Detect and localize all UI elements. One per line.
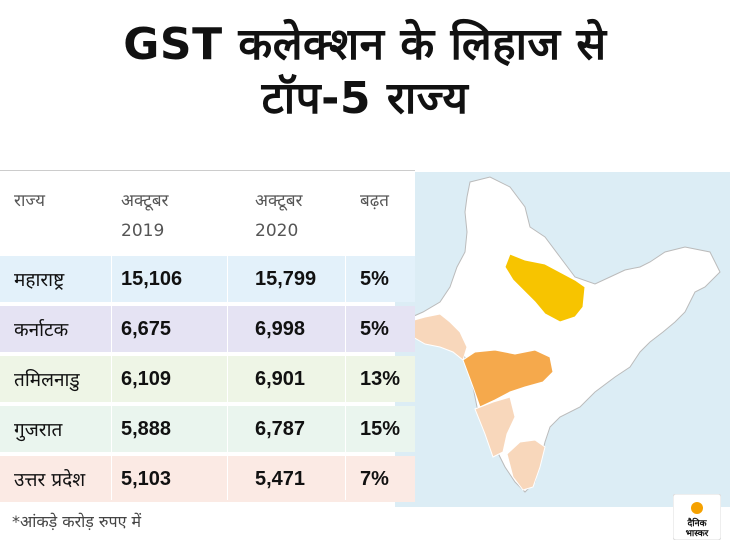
state-cell: उत्तर प्रदेश <box>14 469 86 491</box>
karnataka-region <box>474 396 516 458</box>
table-row: तमिलनाडु 6,109 6,901 13% <box>0 356 415 402</box>
growth-cell: 15% <box>360 417 401 440</box>
uttar-pradesh-region <box>504 253 586 323</box>
column-divider <box>345 172 346 500</box>
table-row: उत्तर प्रदेश 5,103 5,471 7% <box>0 456 415 502</box>
table-top-border <box>0 170 415 171</box>
logo-line-1: दैनिक <box>686 517 707 529</box>
header-growth: बढ़त <box>360 191 389 211</box>
page-title: GST कलेक्शन के लिहाज से टॉप-5 राज्य <box>0 18 730 126</box>
oct2020-cell: 15,799 <box>255 267 317 290</box>
logo-line-2: भास्कर <box>686 529 709 539</box>
oct2019-cell: 6,675 <box>121 317 172 340</box>
growth-cell: 7% <box>360 467 389 490</box>
dainik-bhaskar-logo: दैनिक भास्कर <box>672 493 722 541</box>
title-line-2: टॉप-5 राज्य <box>261 73 469 124</box>
header-state: राज्य <box>14 191 45 211</box>
oct2019-cell: 5,888 <box>121 417 172 440</box>
state-cell: गुजरात <box>14 419 63 441</box>
india-map <box>404 176 721 493</box>
state-cell: तमिलनाडु <box>14 369 80 391</box>
column-divider <box>227 172 228 500</box>
state-cell: कर्नाटक <box>14 319 69 341</box>
oct2019-cell: 6,109 <box>121 367 172 390</box>
oct2020-cell: 6,901 <box>255 367 306 390</box>
logo-mark: दैनिक भास्कर <box>672 493 722 541</box>
growth-cell: 13% <box>360 367 401 390</box>
footnote: *आंकड़े करोड़ रुपए में <box>12 512 142 531</box>
header-oct-2020: अक्टूबर 2020 <box>255 191 303 241</box>
title-line-1: GST कलेक्शन के लिहाज से <box>123 19 607 70</box>
table-row: गुजरात 5,888 6,787 15% <box>0 406 415 452</box>
growth-cell: 5% <box>360 267 389 290</box>
gujarat-region <box>406 313 468 361</box>
column-divider <box>111 172 112 500</box>
growth-cell: 5% <box>360 317 389 340</box>
oct2019-cell: 15,106 <box>121 267 183 290</box>
state-cell: महाराष्ट्र <box>14 269 65 291</box>
oct2020-cell: 6,998 <box>255 317 306 340</box>
table-header-row: राज्य अक्टूबर 2019 अक्टूबर 2020 बढ़त <box>0 172 415 256</box>
table-row: कर्नाटक 6,675 6,998 5% <box>0 306 415 352</box>
oct2019-cell: 5,103 <box>121 467 172 490</box>
tamil-nadu-region <box>506 439 546 491</box>
header-oct-2019: अक्टूबर 2019 <box>121 191 169 241</box>
oct2020-cell: 5,471 <box>255 467 306 490</box>
table-row: महाराष्ट्र 15,106 15,799 5% <box>0 256 415 302</box>
oct2020-cell: 6,787 <box>255 417 306 440</box>
